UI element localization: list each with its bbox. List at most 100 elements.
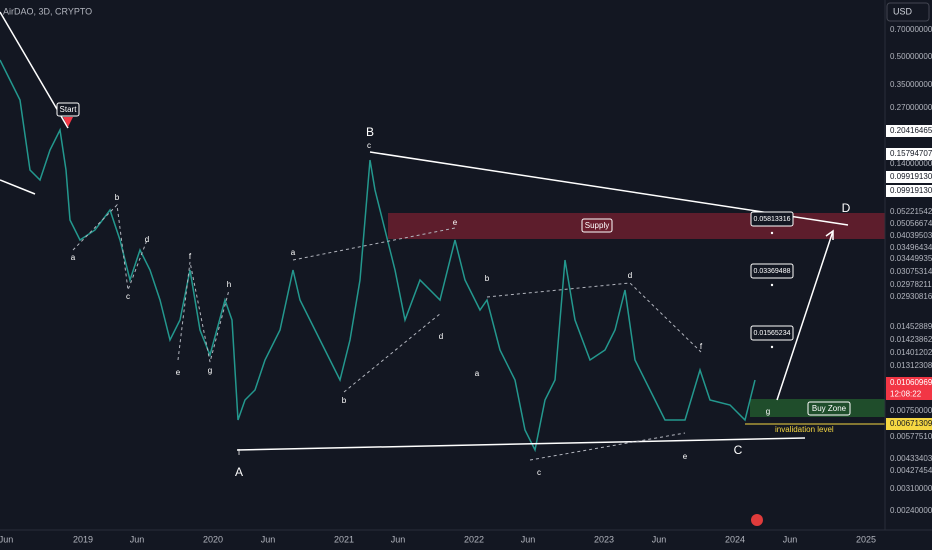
target-label: 0.03369488 xyxy=(754,268,791,275)
buy-zone-box xyxy=(807,401,851,416)
price-label: 0.70000000 xyxy=(890,25,932,34)
wave-label: b xyxy=(485,274,490,283)
price-label-box xyxy=(886,171,932,183)
price-label: 0.27000000 xyxy=(890,103,932,112)
price-label: 0.01401202 xyxy=(890,348,932,357)
target-label: 0.01565234 xyxy=(754,330,791,337)
wave-lines xyxy=(72,203,702,461)
countdown-box xyxy=(886,389,932,400)
wave-label: D xyxy=(842,201,851,215)
currency-box[interactable] xyxy=(886,2,930,22)
time-label: 2021 xyxy=(334,534,354,544)
wave-label: a xyxy=(291,248,296,257)
price-label: 0.00750000 xyxy=(890,406,932,415)
wave-label: f xyxy=(700,342,703,351)
price-label: 0.00577510 xyxy=(890,432,932,441)
time-label: Jun xyxy=(130,534,145,544)
price-label: 0.09919130 xyxy=(890,172,932,181)
wave-label: e xyxy=(176,368,181,377)
wave-label: g xyxy=(208,366,212,375)
currency[interactable]: USD xyxy=(893,6,913,16)
price-label: 0.01312308 xyxy=(890,361,932,370)
price-label: 0.20416465 xyxy=(890,126,932,135)
time-label: 2019 xyxy=(73,534,93,544)
target-label: 0.05813316 xyxy=(754,216,791,223)
buy-zone-label: Buy Zone xyxy=(812,404,847,413)
wave-label: c xyxy=(537,468,541,477)
wave-label: B xyxy=(366,125,374,139)
time-label: Jun xyxy=(0,534,13,544)
price-axis-bg xyxy=(885,0,932,550)
supply-zone xyxy=(388,213,885,239)
time-label: Jun xyxy=(521,534,536,544)
target-dot xyxy=(770,345,774,349)
price-label: 0.15794707 xyxy=(890,149,932,158)
price-label: 0.00433403 xyxy=(890,454,932,463)
wave-label: A xyxy=(235,465,243,479)
price-label: 0.00427454 xyxy=(890,466,932,475)
start-box xyxy=(56,102,80,117)
wave-label: g xyxy=(766,407,770,416)
price-label: 0.09919130 xyxy=(890,186,932,195)
time-label: 2022 xyxy=(464,534,484,544)
price-label: 0.03449935 xyxy=(890,254,932,263)
price-label-box xyxy=(886,125,932,137)
price-label: 0.01452889 xyxy=(890,322,932,331)
supply-box xyxy=(581,218,613,233)
price-label: 0.03496434 xyxy=(890,243,932,252)
event-icon[interactable] xyxy=(751,514,763,526)
price-label: 0.35000000 xyxy=(890,80,932,89)
price-label: 0.50000000 xyxy=(890,52,932,61)
wave-label: b xyxy=(115,193,120,202)
price-label: 0.05221542 xyxy=(890,207,932,216)
wave-label: C xyxy=(734,443,743,457)
wave-label: d xyxy=(628,271,632,280)
supply-label: Supply xyxy=(585,221,609,230)
price-label-box xyxy=(886,377,932,389)
price-label: 0.14000000 xyxy=(890,159,932,168)
start-label: Start xyxy=(60,105,78,114)
price-label-box xyxy=(886,148,932,160)
target-dot xyxy=(770,231,774,235)
wave-label: c xyxy=(126,292,130,301)
price-path xyxy=(0,59,756,453)
price-label: 0.02978211 xyxy=(890,280,932,289)
time-label: 2023 xyxy=(594,534,614,544)
price-label: 0.04039503 xyxy=(890,231,932,240)
price-label-box xyxy=(886,418,932,430)
wave-label: d xyxy=(145,235,149,244)
time-label: Jun xyxy=(783,534,798,544)
wave-label: f xyxy=(189,252,192,261)
price-label: 0.01423862 xyxy=(890,335,932,344)
wave-label: i xyxy=(238,448,240,457)
invalidation-label: invalidation level xyxy=(775,425,834,434)
time-label: Jun xyxy=(391,534,406,544)
price-label: 0.01060969 xyxy=(890,378,932,387)
price-label: 0.00240000 xyxy=(890,506,932,515)
wave-label: e xyxy=(683,452,688,461)
wave-label: h xyxy=(227,280,231,289)
countdown: 12:08:22 xyxy=(890,390,922,399)
price-label: 0.03075314 xyxy=(890,267,932,276)
time-label: Jun xyxy=(652,534,667,544)
target-box xyxy=(750,211,794,227)
wave-label: a xyxy=(475,369,480,378)
price-label-box xyxy=(886,185,932,197)
wave-label: e xyxy=(453,218,458,227)
wave-label: a xyxy=(71,253,76,262)
target-box xyxy=(750,325,794,341)
time-label: 2024 xyxy=(725,534,745,544)
target-dot xyxy=(770,283,774,287)
wave-label: d xyxy=(439,332,443,341)
price-label: 0.05056674 xyxy=(890,219,932,228)
wave-label: b xyxy=(342,396,347,405)
start-arrow xyxy=(63,117,73,127)
price-label: 0.00310000 xyxy=(890,484,932,493)
time-label: 2025 xyxy=(856,534,876,544)
target-box xyxy=(750,263,794,279)
price-label: 0.02930816 xyxy=(890,292,932,301)
time-label: Jun xyxy=(261,534,276,544)
wave-label: c xyxy=(367,141,371,150)
